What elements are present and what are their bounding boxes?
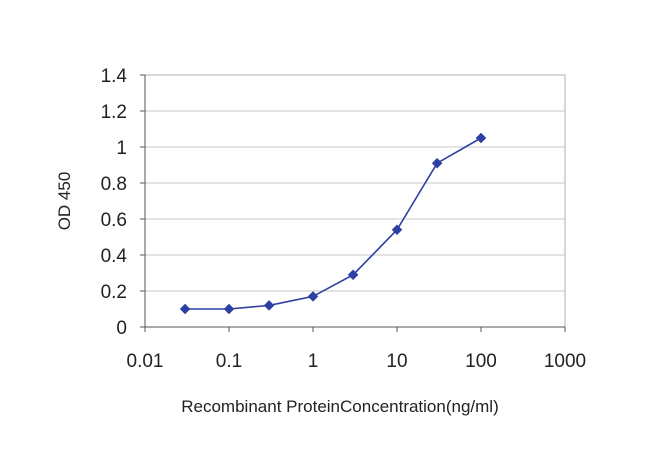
x-tick-label: 100 xyxy=(465,351,497,372)
series-line xyxy=(185,137,482,310)
axis-ticks xyxy=(140,74,566,332)
x-tick-label: 1000 xyxy=(544,351,586,372)
x-tick-label: 1 xyxy=(308,351,319,372)
y-tick-label: 0.2 xyxy=(101,282,127,303)
x-axis-title: Recombinant ProteinConcentration(ng/ml) xyxy=(181,397,499,416)
x-tick-label: 0.01 xyxy=(127,351,164,372)
y-tick-label: 0.8 xyxy=(101,174,127,195)
data-point xyxy=(347,269,359,281)
x-tick-label: 0.1 xyxy=(216,351,242,372)
y-tick-label: 0.4 xyxy=(101,246,128,267)
y-axis-title: OD 450 xyxy=(55,172,74,231)
y-tick-label: 1.4 xyxy=(101,66,128,87)
data-point xyxy=(307,291,319,302)
data-point xyxy=(391,224,403,236)
y-tick-label: 0 xyxy=(116,318,127,339)
data-point xyxy=(179,303,191,315)
data-point xyxy=(223,303,235,315)
data-point xyxy=(431,157,443,169)
y-tick-labels: 0 0.2 0.4 0.6 0.8 1 1.2 1.4 xyxy=(101,66,128,339)
y-tick-label: 1 xyxy=(116,138,127,159)
y-tick-label: 0.6 xyxy=(101,210,127,231)
data-points xyxy=(179,132,487,315)
y-tick-label: 1.2 xyxy=(101,102,127,123)
data-point xyxy=(475,132,487,144)
x-tick-labels: 0.01 0.1 1 10 100 1000 xyxy=(127,351,587,372)
data-point xyxy=(263,300,275,311)
x-tick-label: 10 xyxy=(386,351,407,372)
